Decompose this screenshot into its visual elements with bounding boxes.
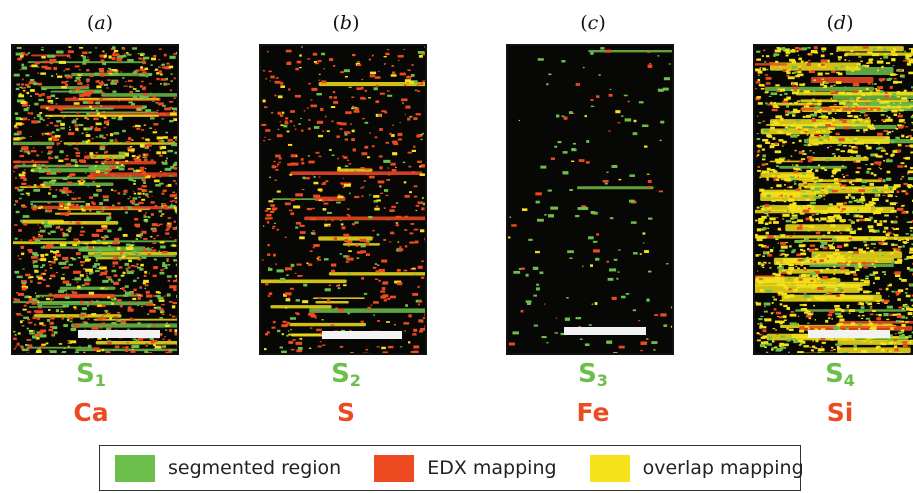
label-prefix: ( <box>826 12 834 34</box>
panel-label: (a) <box>0 12 200 34</box>
panel-label: (b) <box>246 12 446 34</box>
scale-bar <box>564 327 646 335</box>
label-prefix: ( <box>332 12 340 34</box>
label-letter: d <box>833 12 847 34</box>
label-suffix: ) <box>598 12 606 34</box>
element-label: Ca <box>73 398 109 427</box>
green-swatch <box>115 454 155 482</box>
segment-letter: S <box>76 359 95 389</box>
segment-label: S1 <box>0 359 191 390</box>
segment-letter: S <box>578 359 597 389</box>
red-swatch <box>374 454 415 482</box>
panel-d: (d) S4 Si <box>740 0 913 430</box>
panel-label: (d) <box>740 12 913 34</box>
segment-label: S4 <box>740 359 913 390</box>
label-suffix: ) <box>846 12 854 34</box>
segment-index: 2 <box>349 371 361 390</box>
edx-map-image <box>259 44 427 355</box>
panel-label: (c) <box>493 12 693 34</box>
label-letter: a <box>94 12 106 34</box>
legend-item-edx: EDX mapping <box>374 454 557 482</box>
panel-c: (c) S3 Fe <box>493 0 693 430</box>
element-label: Si <box>826 398 854 427</box>
scale-bar <box>322 331 402 339</box>
label-prefix: ( <box>580 12 588 34</box>
edx-map-image <box>506 44 674 355</box>
segment-index: 3 <box>596 371 608 390</box>
legend-label: EDX mapping <box>427 457 557 479</box>
scale-bar <box>808 330 890 338</box>
legend-item-overlap: overlap mapping <box>589 454 804 482</box>
yellow-swatch <box>589 454 630 482</box>
legend-label: segmented region <box>168 457 342 479</box>
element-label: S <box>336 398 355 427</box>
label-letter: c <box>587 12 599 34</box>
scale-bar <box>78 330 160 338</box>
label-prefix: ( <box>86 12 95 34</box>
panel-b: (b) S2 S <box>246 0 446 430</box>
segment-label: S3 <box>493 359 693 390</box>
label-suffix: ) <box>105 12 114 34</box>
legend-item-segmented: segmented region <box>115 454 342 482</box>
edx-map-image <box>753 44 913 355</box>
segment-letter: S <box>825 359 844 389</box>
element-label: Fe <box>576 398 610 427</box>
segment-index: 4 <box>843 371 855 390</box>
edx-map-image <box>11 44 179 355</box>
segment-index: 1 <box>94 371 106 390</box>
legend: segmented region EDX mapping overlap map… <box>99 445 804 491</box>
legend-label: overlap mapping <box>642 457 804 479</box>
segment-letter: S <box>331 359 350 389</box>
panel-a: (a) S1 Ca <box>0 0 200 430</box>
label-letter: b <box>339 12 353 34</box>
segment-label: S2 <box>246 359 446 390</box>
label-suffix: ) <box>352 12 360 34</box>
